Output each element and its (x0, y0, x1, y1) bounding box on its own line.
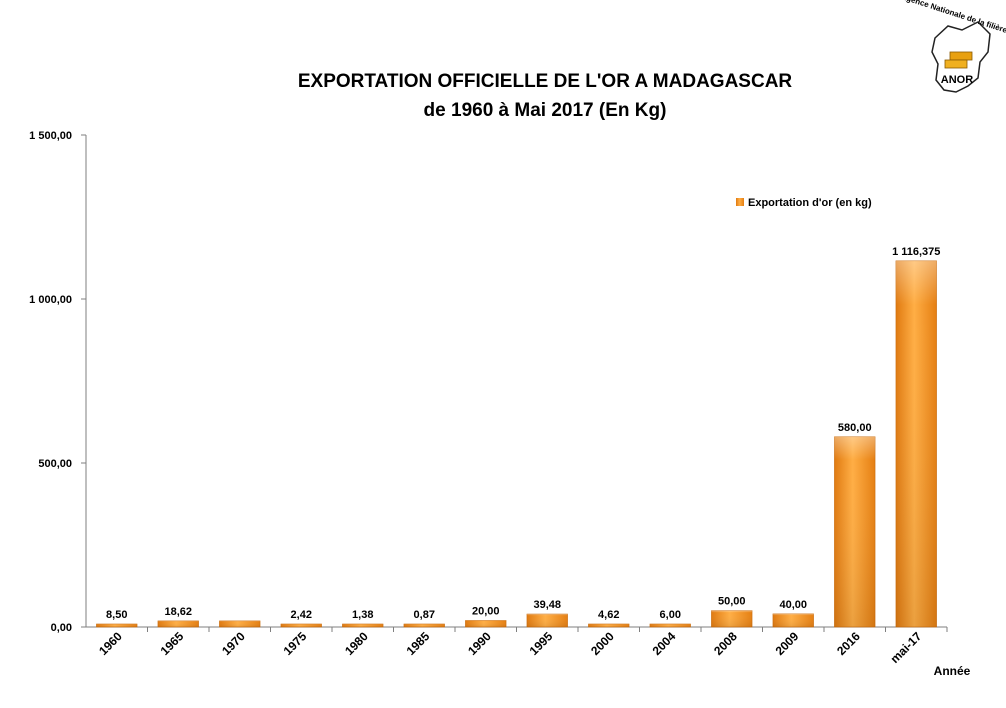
bar-shade (526, 614, 568, 627)
bar-shade (465, 620, 507, 627)
bar-shade (96, 624, 138, 627)
y-tick-label: 1 000,00 (29, 294, 72, 306)
bars (96, 260, 937, 628)
data-label-2000: 4,62 (598, 609, 619, 621)
bar-shade (649, 624, 691, 627)
y-tick-label: 1 500,00 (29, 130, 72, 142)
data-label-1980: 1,38 (352, 609, 373, 621)
bar-shade (219, 620, 261, 627)
data-label-mai-17: 1 116,375 (892, 246, 940, 258)
x-tick-label-1995: 1995 (527, 629, 556, 658)
x-tick-label-1970: 1970 (219, 629, 248, 658)
data-label-2004: 6,00 (660, 609, 681, 621)
bar-shade (157, 620, 199, 627)
data-labels: 8,50 18,62 2,42 1,38 0,87 20,00 39,48 4,62 6,00 5… (106, 246, 940, 621)
x-tick-label-mai-17: mai-17 (888, 629, 925, 666)
y-axis-ticks: 0,00 500,00 1 000,00 1 500,00 (29, 130, 86, 634)
bar-shade (895, 260, 937, 627)
legend-swatch (736, 198, 744, 206)
data-label-1990: 20,00 (472, 605, 500, 617)
data-label-2016: 580,00 (838, 422, 872, 434)
data-label-1995: 39,48 (533, 599, 561, 611)
x-tick-label-2008: 2008 (711, 629, 740, 658)
x-tick-label-1960: 1960 (96, 629, 125, 658)
gold-bar-icon (949, 51, 973, 61)
chart-title-line1: EXPORTATION OFFICIELLE DE L'OR A MADAGAS… (298, 71, 793, 92)
x-tick-label-1990: 1990 (465, 629, 494, 658)
x-tick-label-2004: 2004 (650, 629, 679, 658)
data-label-1965: 18,62 (164, 606, 192, 618)
anor-logo: ANOR Agence Nationale de la filière OR (900, 0, 1006, 93)
logo-name: ANOR (941, 74, 973, 86)
bar-shade (834, 436, 876, 627)
data-label-1960: 8,50 (106, 609, 127, 621)
x-axis-label: Année (934, 664, 971, 678)
x-tick-label-2000: 2000 (588, 629, 617, 658)
x-tick-label-1985: 1985 (404, 629, 433, 658)
data-label-1975: 2,42 (291, 609, 312, 621)
y-tick-label: 0,00 (51, 622, 72, 634)
bar-shade (403, 624, 445, 627)
data-label-2008: 50,00 (718, 596, 746, 608)
legend-label: Exportation d'or (en kg) (748, 197, 872, 209)
x-tick-label-2016: 2016 (834, 629, 863, 658)
x-tick-label-1975: 1975 (281, 629, 310, 658)
bar-shade (772, 613, 814, 627)
data-label-1985: 0,87 (414, 609, 435, 621)
data-label-2009: 40,00 (779, 599, 807, 611)
x-tick-label-2009: 2009 (773, 629, 802, 658)
bar-shade (588, 624, 630, 627)
bar-shade (711, 610, 753, 627)
bar-shade (280, 624, 322, 627)
x-tick-label-1980: 1980 (342, 629, 371, 658)
legend: Exportation d'or (en kg) (736, 197, 872, 209)
x-tick-label-1965: 1965 (158, 629, 187, 658)
chart-title-line2: de 1960 à Mai 2017 (En Kg) (424, 100, 667, 121)
bar-shade (342, 624, 384, 627)
y-tick-label: 500,00 (38, 458, 72, 470)
x-axis-ticks: 1960 1965 1970 1975 1980 1985 1990 1995 2000 2004… (96, 627, 948, 666)
